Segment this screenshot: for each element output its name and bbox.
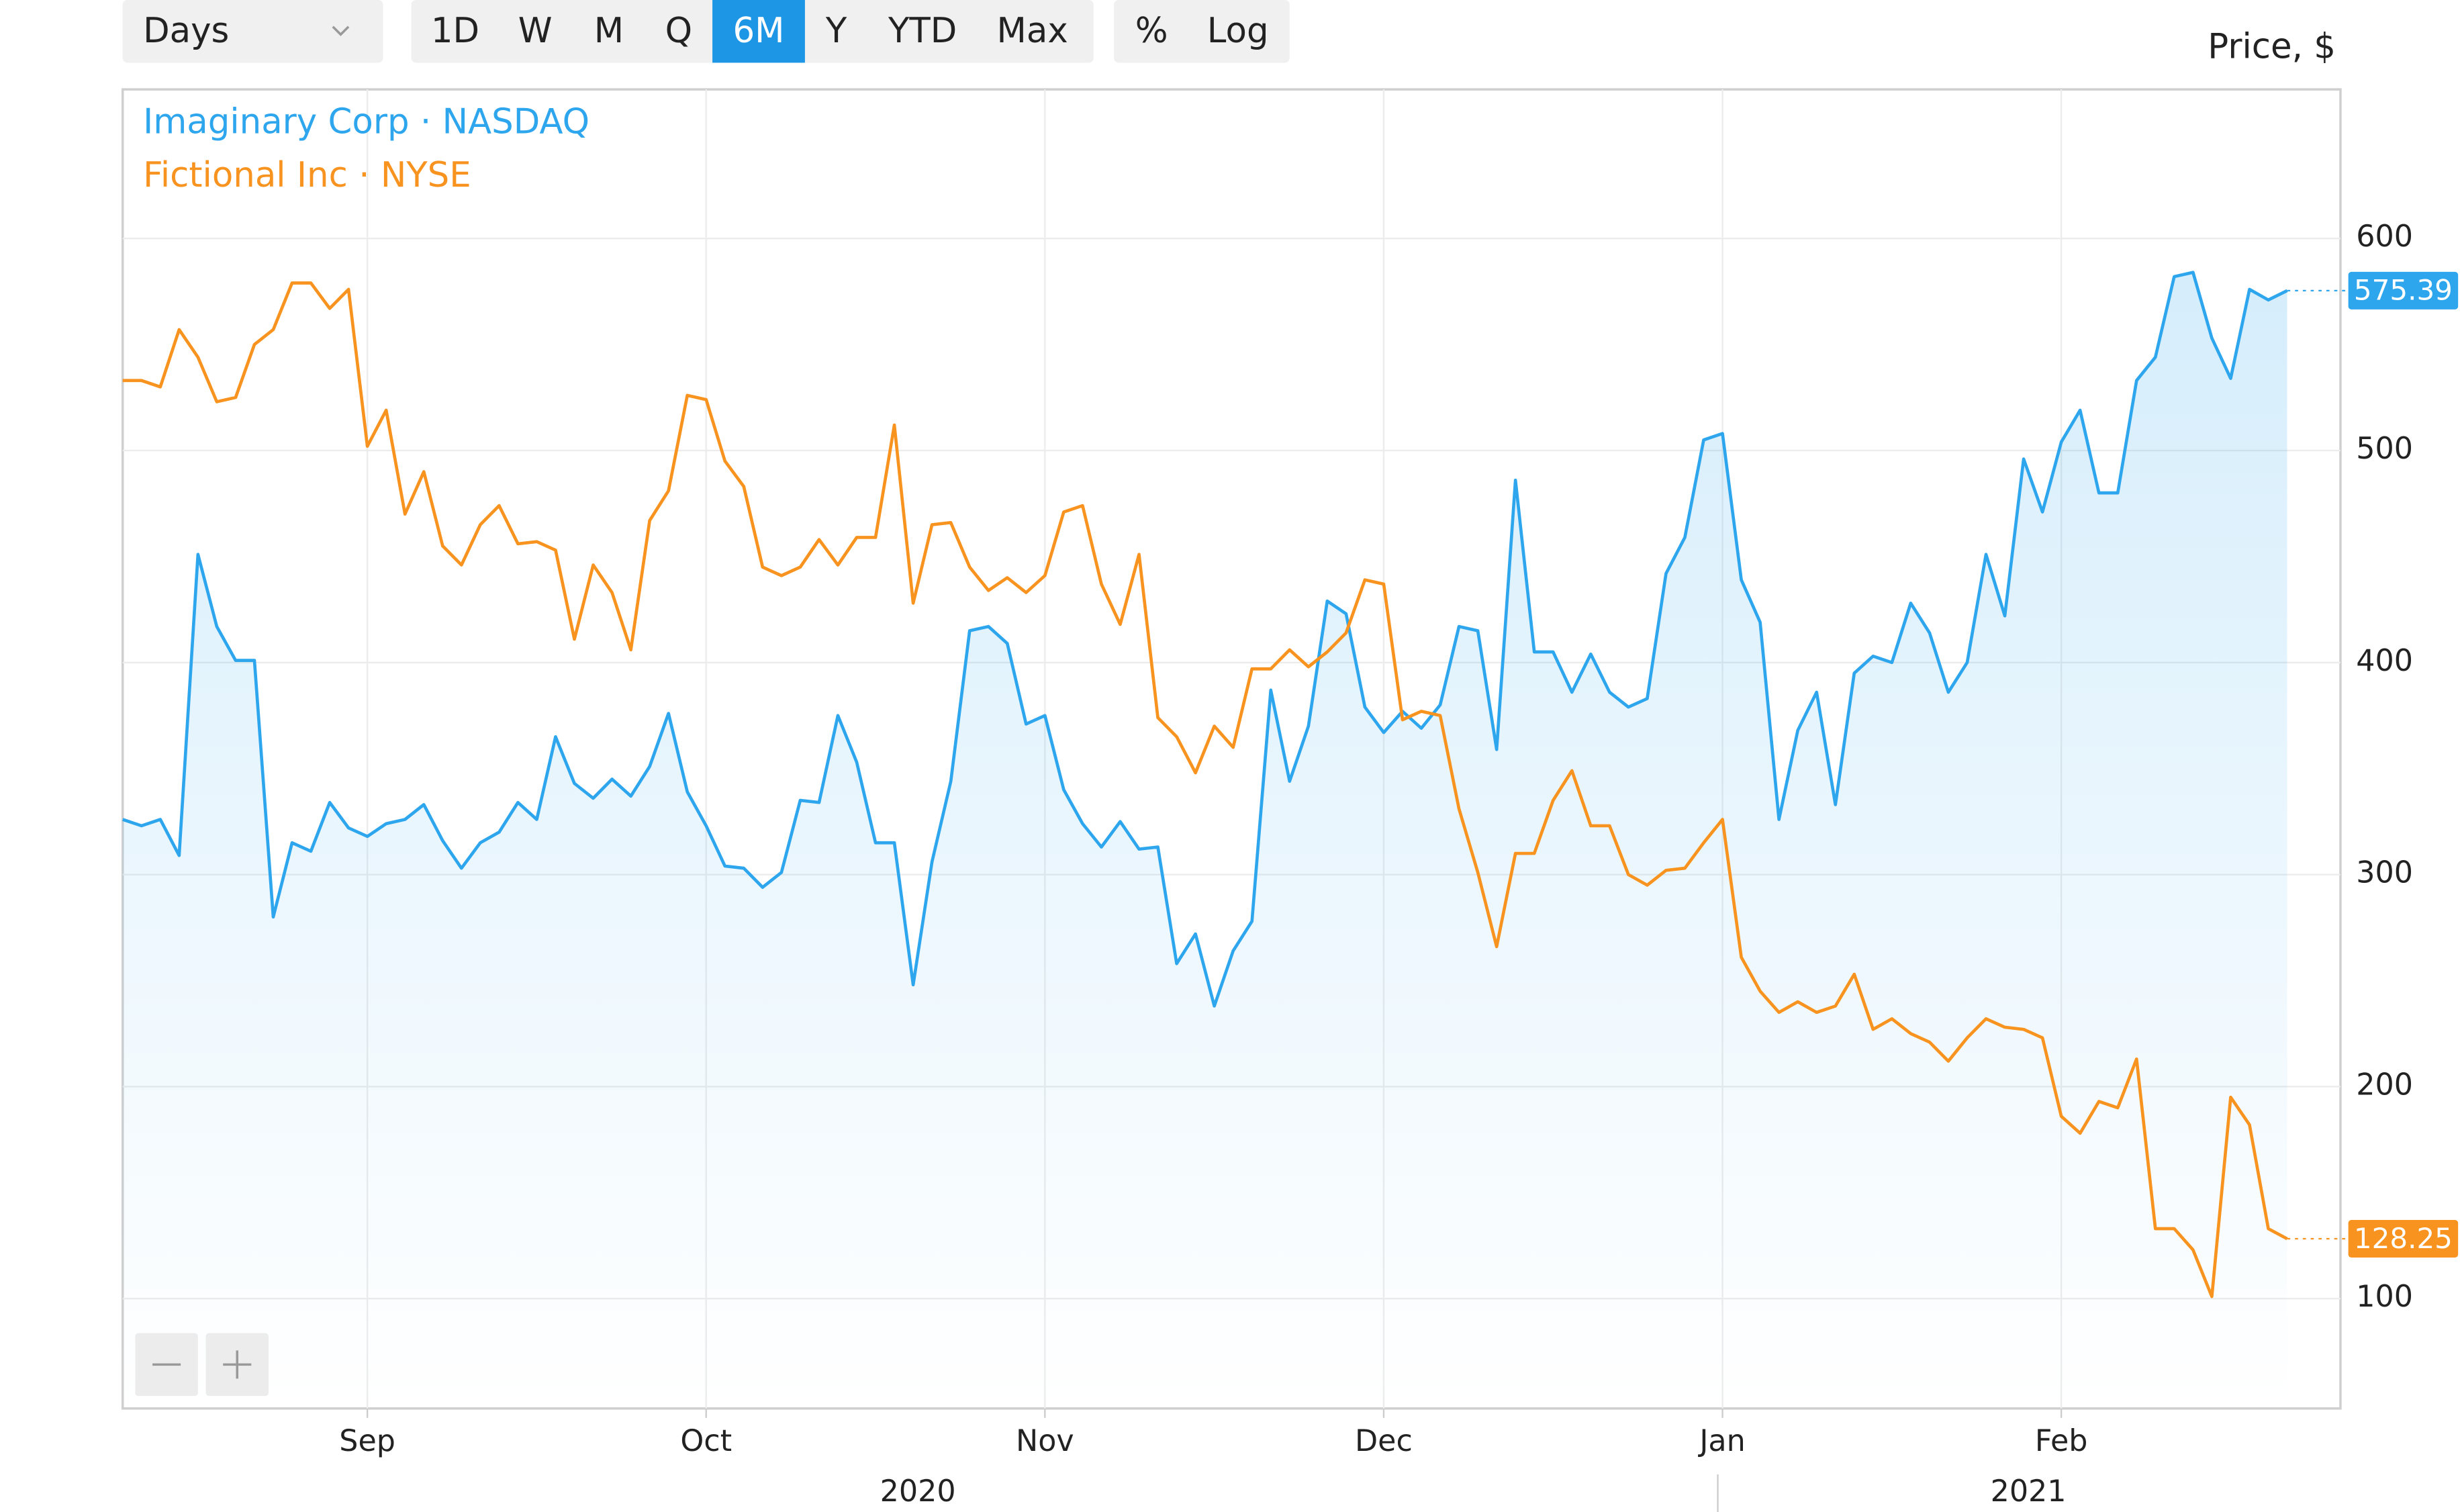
legend-entry[interactable]: Imaginary Corp · NASDAQ xyxy=(143,102,589,142)
y-tick-label: 300 xyxy=(2356,856,2413,890)
year-label: 2020 xyxy=(880,1474,956,1509)
range-button[interactable]: Max xyxy=(997,11,1068,51)
range-button[interactable]: W xyxy=(518,11,553,51)
interval-label: Days xyxy=(143,11,229,51)
axis-label: Price, $ xyxy=(2208,26,2336,66)
last-value-label: 575.39 xyxy=(2354,274,2453,307)
range-button[interactable]: Q xyxy=(665,11,692,51)
range-button[interactable]: 6M xyxy=(732,11,784,51)
dropdown-arrow xyxy=(332,26,350,36)
y-tick-label: 400 xyxy=(2356,644,2413,678)
range-button[interactable]: 1D xyxy=(431,11,479,51)
x-tick-label: Feb xyxy=(2035,1424,2088,1458)
zoom-icons xyxy=(152,1350,252,1379)
x-tick-label: Oct xyxy=(680,1424,732,1458)
option-button[interactable]: Log xyxy=(1207,11,1269,51)
last-value-badge xyxy=(2348,271,2459,310)
y-tick-label: 100 xyxy=(2356,1280,2413,1314)
series-area xyxy=(122,272,2287,1409)
option-button[interactable]: % xyxy=(1135,11,1168,51)
x-tick-label: Nov xyxy=(1016,1424,1074,1458)
series-line xyxy=(122,281,2288,1298)
series-line xyxy=(122,271,2288,1008)
year-label: 2021 xyxy=(1991,1474,2067,1509)
active-range[interactable] xyxy=(712,0,805,63)
y-tick-label: 500 xyxy=(2356,432,2413,466)
x-tick-label: Sep xyxy=(339,1424,395,1458)
range-button[interactable]: Y xyxy=(825,11,847,51)
x-tick-label: Dec xyxy=(1355,1424,1413,1458)
last-value-label: 128.25 xyxy=(2354,1222,2453,1255)
interval-select[interactable] xyxy=(122,0,383,63)
y-tick-label: 600 xyxy=(2356,220,2413,254)
x-tick-label: Jan xyxy=(1697,1424,1745,1458)
legend-entry[interactable]: Fictional Inc · NYSE xyxy=(143,155,471,195)
last-value-badge xyxy=(2348,1219,2459,1258)
option-group xyxy=(1114,0,1290,63)
range-button[interactable]: YTD xyxy=(888,11,957,51)
range-button[interactable]: M xyxy=(594,11,624,51)
y-tick-label: 200 xyxy=(2356,1068,2413,1102)
